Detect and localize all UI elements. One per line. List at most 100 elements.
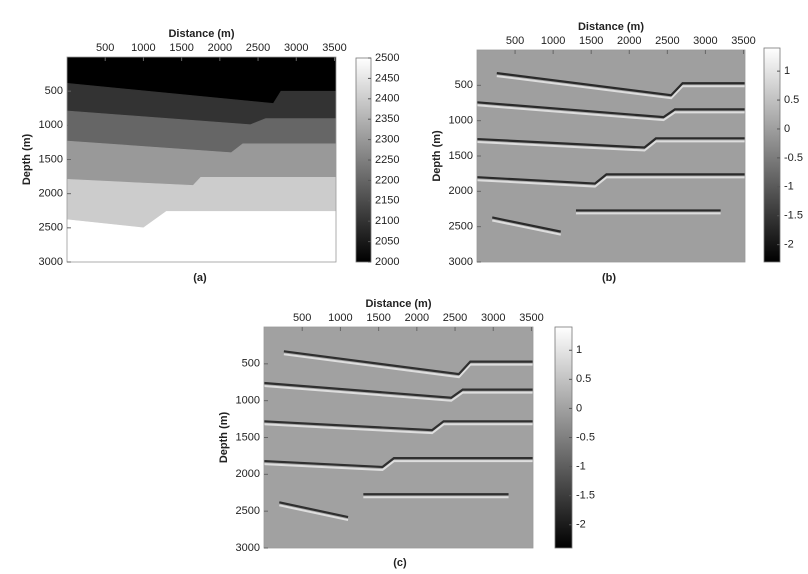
y-tick-label: 1000 bbox=[39, 119, 63, 131]
y-tick-label: 1500 bbox=[449, 150, 473, 162]
panel-caption: (c) bbox=[393, 557, 407, 569]
x-tick-label: 500 bbox=[293, 312, 311, 324]
x-tick-label: 2500 bbox=[655, 35, 679, 47]
y-tick-label: 1500 bbox=[39, 153, 63, 165]
y-tick-label: 2500 bbox=[236, 505, 260, 517]
colorbar-tick-label: 1 bbox=[784, 65, 790, 77]
colorbar-tick-label: 0 bbox=[784, 123, 790, 135]
y-tick-label: 3000 bbox=[39, 256, 63, 268]
colorbar-tick-label: -1 bbox=[784, 181, 794, 193]
y-axis-title: Depth (m) bbox=[21, 134, 33, 186]
layer-boundary bbox=[67, 176, 336, 186]
colorbar-tick-label: 1 bbox=[576, 344, 582, 356]
colorbar-tick-label: 2450 bbox=[375, 72, 399, 84]
x-tick-label: 1500 bbox=[169, 42, 193, 54]
layer-boundary bbox=[67, 211, 336, 229]
y-tick-label: 2500 bbox=[449, 221, 473, 233]
x-tick-label: 2500 bbox=[246, 42, 270, 54]
colorbar-tick-label: 2100 bbox=[375, 215, 399, 227]
y-tick-label: 2000 bbox=[449, 185, 473, 197]
plot-area bbox=[477, 50, 745, 262]
colorbar-tick-label: 0.5 bbox=[576, 373, 591, 385]
colorbar-tick-label: 2350 bbox=[375, 113, 399, 125]
reflector-trough bbox=[264, 457, 533, 469]
colorbar-tick-label: 2050 bbox=[375, 236, 399, 248]
colorbar-tick-label: -1 bbox=[576, 460, 586, 472]
x-tick-label: 3000 bbox=[481, 312, 505, 324]
colorbar-tick-label: -0.5 bbox=[784, 152, 803, 164]
y-axis-title: Depth (m) bbox=[431, 130, 443, 182]
y-tick-label: 2000 bbox=[39, 188, 63, 200]
x-tick-label: 3500 bbox=[322, 42, 346, 54]
colorbar-tick-label: 2400 bbox=[375, 93, 399, 105]
colorbar bbox=[763, 47, 781, 263]
reflector-peak bbox=[477, 176, 745, 188]
x-axis-title: Distance (m) bbox=[168, 28, 234, 40]
colorbar-tick-label: 2200 bbox=[375, 174, 399, 186]
x-tick-label: 2000 bbox=[405, 312, 429, 324]
x-tick-label: 3500 bbox=[731, 35, 755, 47]
y-tick-label: 3000 bbox=[236, 542, 260, 554]
x-axis-title: Distance (m) bbox=[578, 21, 644, 33]
colorbar-tick-label: -2 bbox=[576, 519, 586, 531]
colorbar-tick-label: -1.5 bbox=[576, 490, 595, 502]
x-tick-label: 500 bbox=[506, 35, 524, 47]
x-tick-label: 2000 bbox=[617, 35, 641, 47]
colorbar-tick-label: 2150 bbox=[375, 195, 399, 207]
colorbar-tick-label: 2250 bbox=[375, 154, 399, 166]
reflector-trough bbox=[477, 137, 745, 149]
reflector-peak bbox=[496, 75, 745, 100]
reflector-peak bbox=[283, 353, 533, 379]
reflector-trough bbox=[264, 381, 533, 399]
x-tick-label: 1500 bbox=[366, 312, 390, 324]
y-tick-label: 500 bbox=[45, 85, 63, 97]
colorbar-tick-label: 0.5 bbox=[784, 94, 799, 106]
panel-caption: (a) bbox=[193, 272, 207, 284]
y-tick-label: 3000 bbox=[449, 256, 473, 268]
reflector-peak bbox=[264, 460, 533, 471]
reflector-trough bbox=[492, 209, 721, 233]
colorbar-tick-label: 2000 bbox=[375, 256, 399, 268]
reflector-peak bbox=[477, 104, 745, 122]
y-tick-label: 500 bbox=[242, 358, 260, 370]
plot-area bbox=[67, 57, 336, 262]
x-tick-label: 1000 bbox=[328, 312, 352, 324]
y-tick-label: 2500 bbox=[39, 222, 63, 234]
colorbar-tick-label: 0 bbox=[576, 402, 582, 414]
colorbar-tick-label: -2 bbox=[784, 239, 794, 251]
x-axis-title: Distance (m) bbox=[365, 298, 431, 310]
plot-area bbox=[264, 327, 533, 548]
x-tick-label: 3000 bbox=[284, 42, 308, 54]
reflector-trough bbox=[496, 72, 745, 97]
y-tick-label: 1000 bbox=[449, 115, 473, 127]
reflector-peak bbox=[477, 140, 745, 152]
colorbar-tick-label: 2500 bbox=[375, 52, 399, 64]
reflector-trough bbox=[264, 420, 533, 432]
x-tick-label: 2000 bbox=[208, 42, 232, 54]
layer bbox=[67, 57, 336, 104]
reflector-peak bbox=[264, 423, 533, 435]
y-tick-label: 1000 bbox=[236, 395, 260, 407]
y-axis-title: Depth (m) bbox=[218, 412, 230, 464]
layer-boundary bbox=[67, 110, 336, 125]
colorbar-tick-label: -1.5 bbox=[784, 210, 803, 222]
y-tick-label: 500 bbox=[455, 79, 473, 91]
x-tick-label: 500 bbox=[96, 42, 114, 54]
colorbar-tick-label: 2300 bbox=[375, 134, 399, 146]
background bbox=[264, 327, 533, 548]
background bbox=[477, 50, 745, 262]
reflector-peak bbox=[492, 212, 721, 236]
x-tick-label: 1500 bbox=[579, 35, 603, 47]
x-tick-label: 1000 bbox=[131, 42, 155, 54]
reflector-trough bbox=[477, 173, 745, 185]
reflector-trough bbox=[283, 350, 533, 376]
layer-boundary bbox=[67, 83, 336, 104]
y-tick-label: 2000 bbox=[236, 468, 260, 480]
reflector-peak bbox=[264, 384, 533, 402]
y-tick-label: 1500 bbox=[236, 431, 260, 443]
panel-caption: (b) bbox=[602, 272, 616, 284]
reflector-peak bbox=[279, 496, 509, 522]
reflector-trough bbox=[477, 101, 745, 119]
x-tick-label: 3000 bbox=[693, 35, 717, 47]
x-tick-label: 3500 bbox=[519, 312, 543, 324]
